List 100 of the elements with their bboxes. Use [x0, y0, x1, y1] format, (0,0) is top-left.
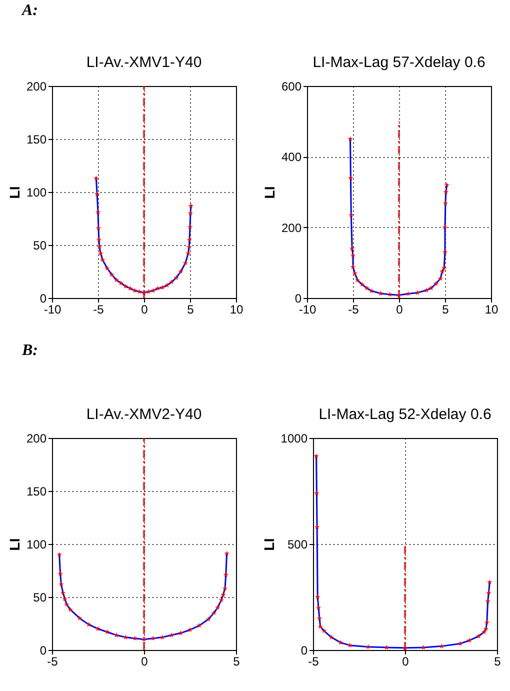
y-axis-title: LI [6, 538, 22, 551]
point [482, 629, 487, 634]
point [424, 287, 430, 292]
point [96, 236, 102, 242]
point [352, 270, 358, 276]
y-axis-title: LI [6, 186, 22, 199]
chart-title: LI-Max-Lag 52-Xdelay 0.6 [318, 406, 492, 423]
point [58, 570, 63, 576]
point [487, 579, 492, 584]
point [169, 632, 174, 638]
x-tick-label: -10 [298, 302, 316, 316]
y-tick-label: 500 [287, 538, 308, 552]
point [94, 175, 99, 180]
y-axis-title: LI [261, 186, 278, 199]
x-tick-label: 0 [141, 654, 148, 668]
point [109, 272, 114, 277]
point [441, 265, 447, 270]
point [387, 292, 392, 297]
point [206, 616, 211, 622]
x-tick-label: 0 [396, 302, 404, 316]
point [100, 257, 106, 262]
point [77, 615, 82, 620]
point [86, 622, 92, 627]
point [114, 632, 119, 638]
x-tick-label: -5 [93, 302, 104, 316]
point [314, 490, 320, 496]
y-tick-label: 400 [281, 150, 302, 164]
point [384, 644, 390, 650]
point [485, 598, 490, 604]
point [443, 189, 449, 194]
point [316, 615, 322, 620]
point [364, 285, 370, 290]
point [178, 630, 184, 636]
point [348, 212, 354, 218]
y-tick-label: 150 [26, 484, 47, 498]
line-series [95, 177, 192, 294]
point [438, 276, 443, 281]
point [95, 209, 101, 214]
y-tick-label: 600 [281, 80, 302, 94]
x-tick-label: 5 [442, 302, 450, 316]
point [349, 246, 355, 251]
point [178, 268, 184, 274]
y-tick-label: 50 [33, 238, 47, 252]
point [196, 622, 202, 628]
point [160, 284, 165, 290]
text: B: [22, 342, 38, 360]
point [439, 643, 444, 648]
point [68, 606, 73, 612]
y-tick-label: 0 [300, 644, 308, 658]
point [442, 249, 448, 254]
x-tick-label: 5 [187, 302, 194, 316]
point [476, 633, 482, 638]
point [483, 626, 489, 632]
x-tick-label: 10 [230, 302, 244, 316]
point [141, 636, 147, 642]
x-tick-label: 5 [233, 654, 240, 668]
point [98, 250, 104, 256]
chart-title: LI-Av.-XMV1-Y40 [86, 54, 202, 71]
y-axis-title: LI [260, 538, 277, 551]
point [360, 282, 365, 287]
point [104, 629, 110, 634]
point [350, 252, 356, 258]
point [321, 628, 327, 634]
point [123, 634, 128, 640]
point [366, 644, 371, 650]
x-tick-label: -5 [348, 302, 360, 316]
x-tick-label: -5 [308, 654, 320, 668]
y-tick-label: 0 [294, 292, 302, 306]
point [104, 266, 110, 271]
text: A: [22, 2, 38, 20]
y-tick-label: 100 [26, 538, 47, 552]
y-tick-label: 150 [26, 132, 47, 146]
point [484, 620, 490, 625]
point [378, 290, 384, 296]
point [95, 626, 101, 632]
point [444, 182, 450, 188]
point [123, 284, 128, 289]
point [314, 524, 320, 530]
point [188, 210, 194, 216]
point [428, 285, 434, 290]
point [414, 290, 420, 295]
point [58, 582, 64, 586]
x-tick-label: 0 [141, 302, 148, 316]
x-tick-label: -5 [47, 654, 58, 668]
x-tick-label: 0 [402, 654, 410, 668]
y-tick-label: 0 [40, 644, 47, 658]
point [94, 191, 100, 196]
point [174, 275, 179, 280]
point [406, 291, 411, 296]
point [60, 590, 66, 595]
point [155, 286, 160, 291]
point [186, 244, 192, 250]
point [182, 260, 188, 266]
point [164, 282, 170, 288]
point [486, 590, 492, 595]
point [118, 280, 124, 286]
point [187, 627, 193, 632]
point [347, 642, 352, 648]
point [315, 594, 320, 600]
point [220, 592, 226, 598]
